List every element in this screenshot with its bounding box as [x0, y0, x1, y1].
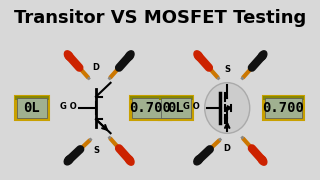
FancyBboxPatch shape — [130, 96, 171, 120]
FancyBboxPatch shape — [262, 96, 304, 120]
Text: G O: G O — [183, 102, 200, 111]
Circle shape — [205, 83, 250, 133]
Ellipse shape — [194, 155, 203, 165]
Text: 0L: 0L — [168, 101, 184, 115]
Text: D: D — [92, 63, 100, 72]
Text: G O: G O — [60, 102, 77, 111]
FancyBboxPatch shape — [132, 98, 169, 118]
FancyBboxPatch shape — [15, 96, 49, 120]
FancyBboxPatch shape — [262, 96, 304, 100]
Text: S: S — [224, 65, 230, 74]
Ellipse shape — [258, 51, 267, 61]
Text: Transitor VS MOSFET Testing: Transitor VS MOSFET Testing — [14, 9, 306, 27]
Ellipse shape — [125, 155, 134, 165]
Ellipse shape — [125, 51, 134, 61]
Text: S: S — [93, 146, 99, 155]
Ellipse shape — [64, 155, 73, 165]
Text: 0L: 0L — [24, 101, 40, 115]
FancyBboxPatch shape — [265, 98, 302, 118]
FancyBboxPatch shape — [15, 96, 49, 100]
Text: 0.700: 0.700 — [130, 101, 171, 115]
FancyBboxPatch shape — [159, 96, 193, 120]
Ellipse shape — [258, 155, 267, 165]
FancyBboxPatch shape — [130, 96, 171, 100]
Ellipse shape — [64, 51, 73, 61]
FancyBboxPatch shape — [161, 98, 191, 118]
Text: 0.700: 0.700 — [262, 101, 304, 115]
Polygon shape — [227, 106, 231, 110]
Ellipse shape — [194, 51, 203, 61]
FancyBboxPatch shape — [159, 96, 193, 100]
Text: D: D — [224, 144, 231, 153]
FancyBboxPatch shape — [17, 98, 47, 118]
